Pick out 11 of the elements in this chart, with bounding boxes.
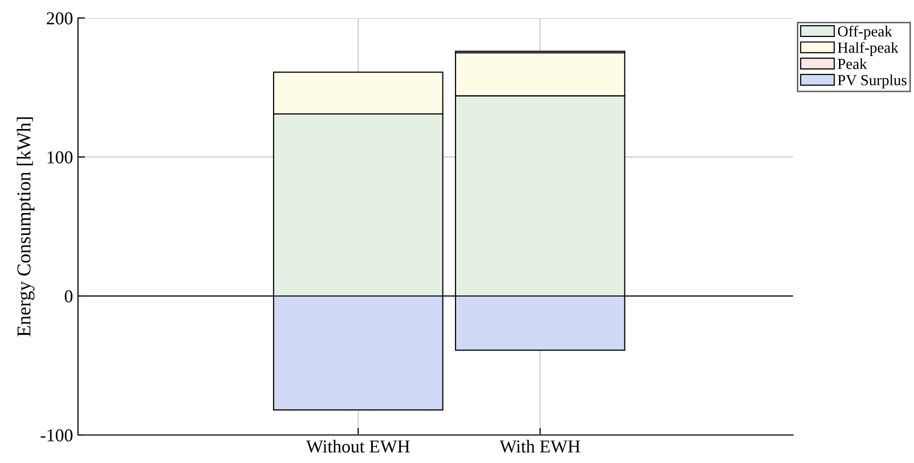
y-tick-label: -100 xyxy=(40,429,72,442)
legend-label: Peak xyxy=(838,58,868,70)
x-tick-label: Without EWH xyxy=(306,440,410,453)
y-tick-label: 200 xyxy=(46,12,72,24)
x-tick-label: With EWH xyxy=(500,440,580,453)
y-axis-title: Energy Consumption [kWh] xyxy=(16,117,34,336)
legend-label: PV Surplus xyxy=(838,74,907,88)
legend-label: Half-peak xyxy=(838,42,898,56)
legend-label: Off-peak xyxy=(838,26,892,40)
y-tick-label: 0 xyxy=(64,290,72,302)
y-tick-label: 100 xyxy=(48,151,72,164)
